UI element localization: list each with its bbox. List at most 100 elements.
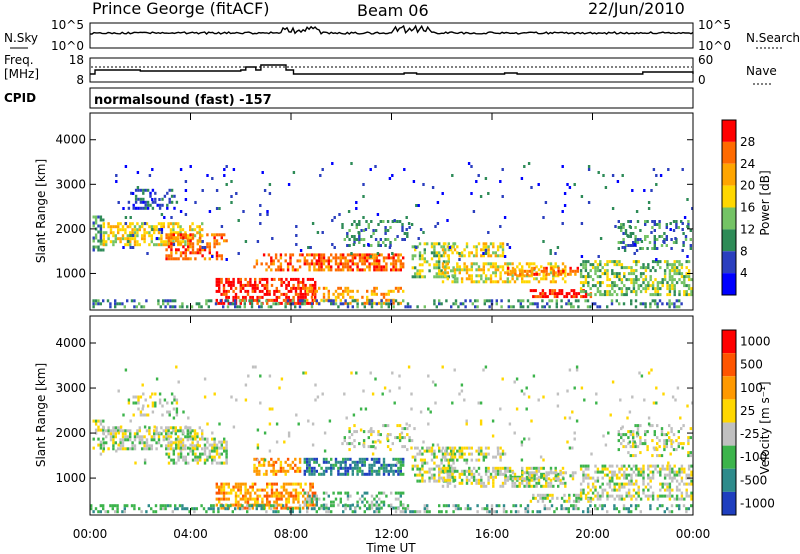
range-cell: [260, 262, 263, 266]
range-cell: [145, 299, 148, 303]
range-cell: [370, 506, 374, 510]
range-cell: [248, 507, 251, 511]
range-cell: [680, 497, 684, 501]
range-cell: [632, 454, 635, 458]
range-cell: [285, 292, 288, 296]
range-cell: [426, 504, 429, 508]
range-cell: [263, 277, 266, 281]
range-cell: [671, 275, 674, 279]
range-cell: [346, 497, 350, 501]
range-cell: [659, 281, 662, 285]
range-cell: [146, 188, 150, 192]
range-cell: [102, 299, 105, 303]
range-cell: [493, 510, 496, 514]
range-cell: [606, 284, 609, 288]
range-cell: [167, 242, 171, 246]
range-cell: [136, 171, 140, 174]
range-cell: [617, 448, 620, 452]
range-cell: [668, 485, 672, 489]
range-cell: [279, 466, 283, 470]
range-cell: [417, 204, 420, 207]
range-cell: [344, 286, 347, 290]
range-cell: [499, 271, 502, 275]
range-cell: [587, 482, 590, 486]
range-cell: [547, 262, 550, 266]
range-cell: [225, 452, 228, 456]
range-cell: [639, 247, 642, 250]
range-cell: [244, 383, 248, 387]
range-cell: [469, 299, 472, 303]
range-cell: [501, 472, 505, 476]
range-cell: [668, 293, 672, 297]
range-cell: [649, 494, 652, 498]
range-cell: [658, 445, 661, 449]
range-cell: [206, 458, 209, 462]
range-cell: [129, 419, 132, 423]
range-cell: [685, 284, 688, 288]
range-cell: [315, 500, 318, 504]
range-cell: [402, 265, 405, 269]
range-cell: [479, 422, 483, 426]
range-cell: [644, 494, 648, 498]
range-cell: [501, 242, 505, 246]
range-cell: [640, 240, 644, 243]
range-cell: [218, 488, 221, 492]
x-tick-label: 04:00: [173, 527, 208, 541]
range-cell: [453, 452, 457, 456]
range-cell: [376, 252, 380, 255]
range-cell: [680, 220, 683, 223]
range-cell: [337, 256, 340, 260]
range-cell: [431, 443, 435, 447]
range-cell: [382, 503, 386, 507]
range-cell: [519, 299, 522, 303]
range-cell: [399, 457, 402, 461]
range-cell: [184, 198, 188, 201]
range-cell: [649, 305, 652, 309]
range-cell: [628, 225, 632, 228]
range-cell: [109, 305, 112, 309]
range-cell: [521, 466, 524, 470]
range-cell: [254, 283, 257, 287]
range-cell: [637, 491, 640, 495]
range-cell: [433, 263, 436, 267]
range-cell: [155, 441, 158, 445]
range-cell: [130, 191, 133, 195]
range-cell: [266, 210, 269, 213]
range-cell: [148, 231, 151, 235]
range-cell: [114, 305, 117, 309]
range-cell: [465, 481, 469, 485]
range-cell: [591, 497, 595, 501]
range-cell: [225, 497, 228, 501]
range-cell: [463, 458, 466, 462]
range-cell: [663, 467, 667, 471]
range-cell: [237, 500, 240, 504]
range-cell: [494, 280, 497, 284]
range-cell: [272, 504, 275, 508]
range-cell: [394, 457, 398, 461]
range-cell: [582, 275, 585, 279]
range-cell: [368, 472, 371, 476]
range-cell: [184, 251, 187, 255]
range-cell: [102, 240, 105, 244]
range-cell: [272, 262, 275, 266]
range-cell: [685, 275, 688, 279]
range-cell: [397, 286, 400, 290]
range-cell: [117, 225, 120, 229]
range-cell: [453, 274, 457, 278]
range-cell: [565, 499, 569, 503]
range-cell: [392, 305, 395, 309]
colorbar-tick-label: 24: [740, 157, 755, 171]
range-cell: [239, 280, 242, 284]
range-cell: [117, 228, 120, 232]
range-cell: [279, 253, 283, 257]
range-cell: [256, 494, 259, 498]
range-cell: [160, 228, 164, 231]
range-cell: [575, 292, 578, 296]
range-cell: [666, 473, 669, 477]
range-cell: [184, 435, 187, 439]
range-cell: [175, 437, 178, 441]
range-cell: [536, 305, 539, 309]
range-cell: [661, 494, 664, 498]
range-cell: [144, 398, 147, 402]
range-cell: [309, 301, 312, 305]
